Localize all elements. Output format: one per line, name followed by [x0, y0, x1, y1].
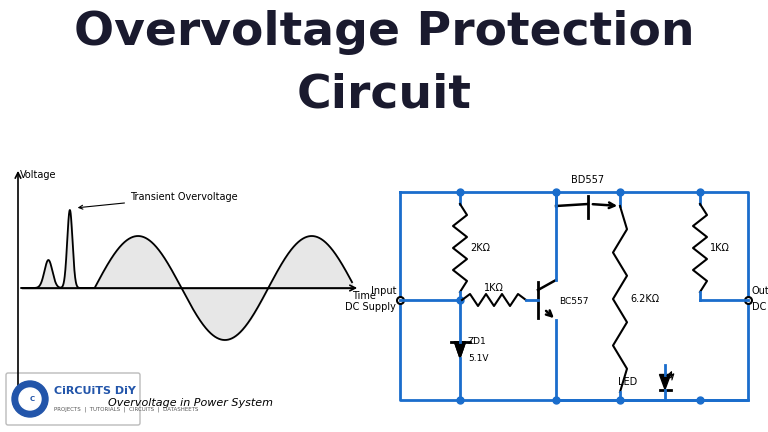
Text: 1KΩ: 1KΩ — [484, 283, 504, 293]
Text: LED: LED — [617, 377, 637, 387]
Circle shape — [19, 388, 41, 410]
Text: DC Supply: DC Supply — [345, 302, 396, 312]
Circle shape — [12, 381, 48, 417]
Text: BD557: BD557 — [571, 175, 604, 185]
Text: Output: Output — [752, 286, 768, 296]
Text: PROJECTS  |  TUTORIALS  |  CIRCUITS  |  DATASHEETS: PROJECTS | TUTORIALS | CIRCUITS | DATASH… — [54, 406, 198, 412]
Text: 6.2KΩ: 6.2KΩ — [630, 294, 659, 304]
Text: Input: Input — [370, 286, 396, 296]
Text: DC Supply: DC Supply — [752, 302, 768, 312]
Text: Transient Overvoltage: Transient Overvoltage — [79, 192, 237, 209]
Text: C: C — [29, 396, 35, 402]
FancyBboxPatch shape — [6, 373, 140, 425]
Text: ZD1: ZD1 — [468, 337, 487, 346]
Text: 2KΩ: 2KΩ — [470, 243, 490, 253]
Text: Voltage: Voltage — [20, 170, 57, 180]
Text: Overvoltage Protection: Overvoltage Protection — [74, 10, 694, 55]
Text: Overvoltage in Power System: Overvoltage in Power System — [108, 398, 273, 408]
Text: Time: Time — [352, 291, 376, 301]
Text: CiRCUiTS DiY: CiRCUiTS DiY — [54, 386, 136, 396]
Text: 1KΩ: 1KΩ — [710, 243, 730, 253]
Text: BC557: BC557 — [559, 298, 588, 306]
Text: Circuit: Circuit — [296, 72, 472, 117]
Polygon shape — [455, 342, 465, 358]
Text: 5.1V: 5.1V — [468, 354, 488, 363]
Polygon shape — [660, 375, 670, 390]
